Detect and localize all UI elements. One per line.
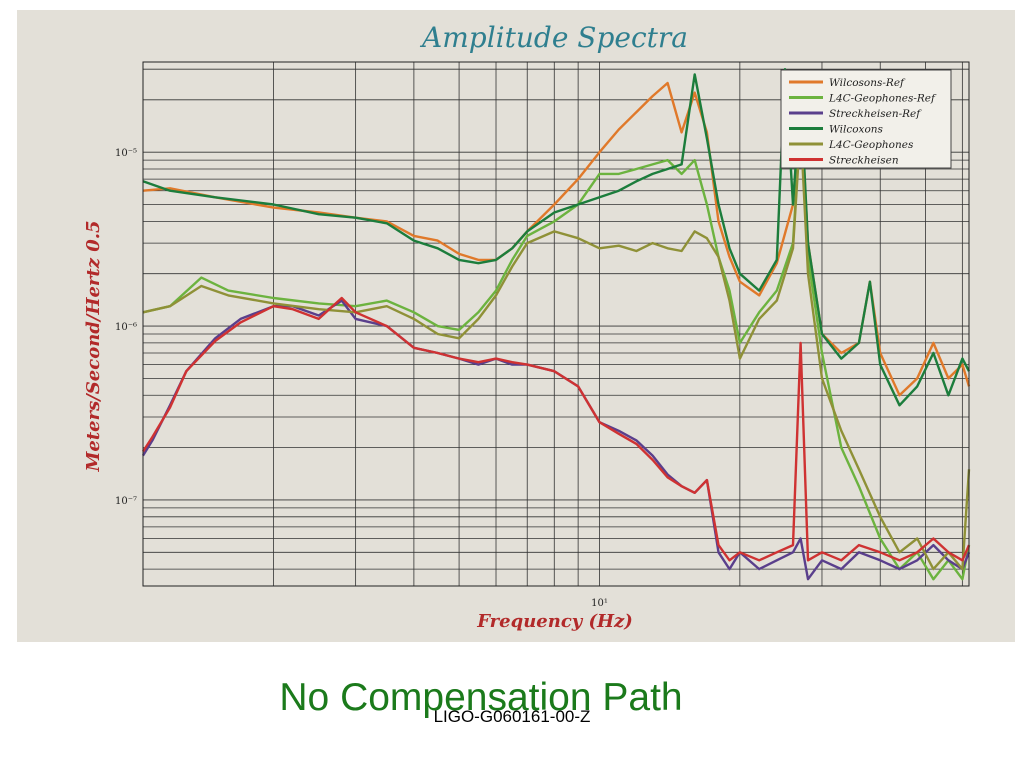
- series-line-l4c-geophones: [142, 125, 971, 571]
- chart-figure: Amplitude Spectra 10⁻⁵ 10⁻⁶ 10⁻⁷ 10¹ Meter…: [17, 10, 1015, 642]
- document-id-footer: LIGO-G060161-00-Z: [433, 707, 591, 726]
- legend-label: Wilcosons-Ref: [829, 77, 906, 89]
- chart-series-lines: [141, 68, 971, 581]
- series-line-l4c-geophones-ref: [142, 120, 971, 581]
- x-tick-labels: 10¹: [591, 598, 608, 609]
- y-tick-labels: 10⁻⁵ 10⁻⁶ 10⁻⁷: [115, 148, 137, 507]
- y-tick-label: 10⁻⁶: [115, 322, 137, 333]
- amplitude-spectra-chart: Amplitude Spectra 10⁻⁵ 10⁻⁶ 10⁻⁷ 10¹ Meter…: [83, 21, 971, 632]
- x-axis-label: Frequency (Hz): [476, 611, 633, 632]
- series-line-wilcoxons: [142, 68, 971, 407]
- legend-label: Streckheisen: [829, 155, 899, 167]
- series-line-streckheisen-ref: [141, 299, 971, 581]
- plot-frame: [142, 61, 970, 587]
- legend-items: Wilcosons-Ref L4C-Geophones-Ref Streckheis…: [789, 77, 937, 167]
- chart-legend: Wilcosons-Ref L4C-Geophones-Ref Streckheis…: [780, 69, 952, 169]
- y-tick-label: 10⁻⁷: [115, 496, 137, 507]
- legend-label: L4C-Geophones: [828, 139, 914, 151]
- legend-label: Streckheisen-Ref: [829, 108, 922, 120]
- legend-label: L4C-Geophones-Ref: [828, 93, 937, 105]
- chart-title: Amplitude Spectra: [419, 21, 688, 54]
- y-axis-label: Meters/Second/Hertz 0.5: [83, 220, 104, 472]
- series-line-streckheisen: [141, 296, 971, 562]
- slide-caption: No Compensation Path: [279, 676, 683, 719]
- legend-box: [780, 69, 952, 169]
- x-tick-label: 10¹: [591, 598, 608, 609]
- legend-label: Wilcoxons: [829, 124, 884, 136]
- y-tick-label: 10⁻⁵: [115, 148, 137, 159]
